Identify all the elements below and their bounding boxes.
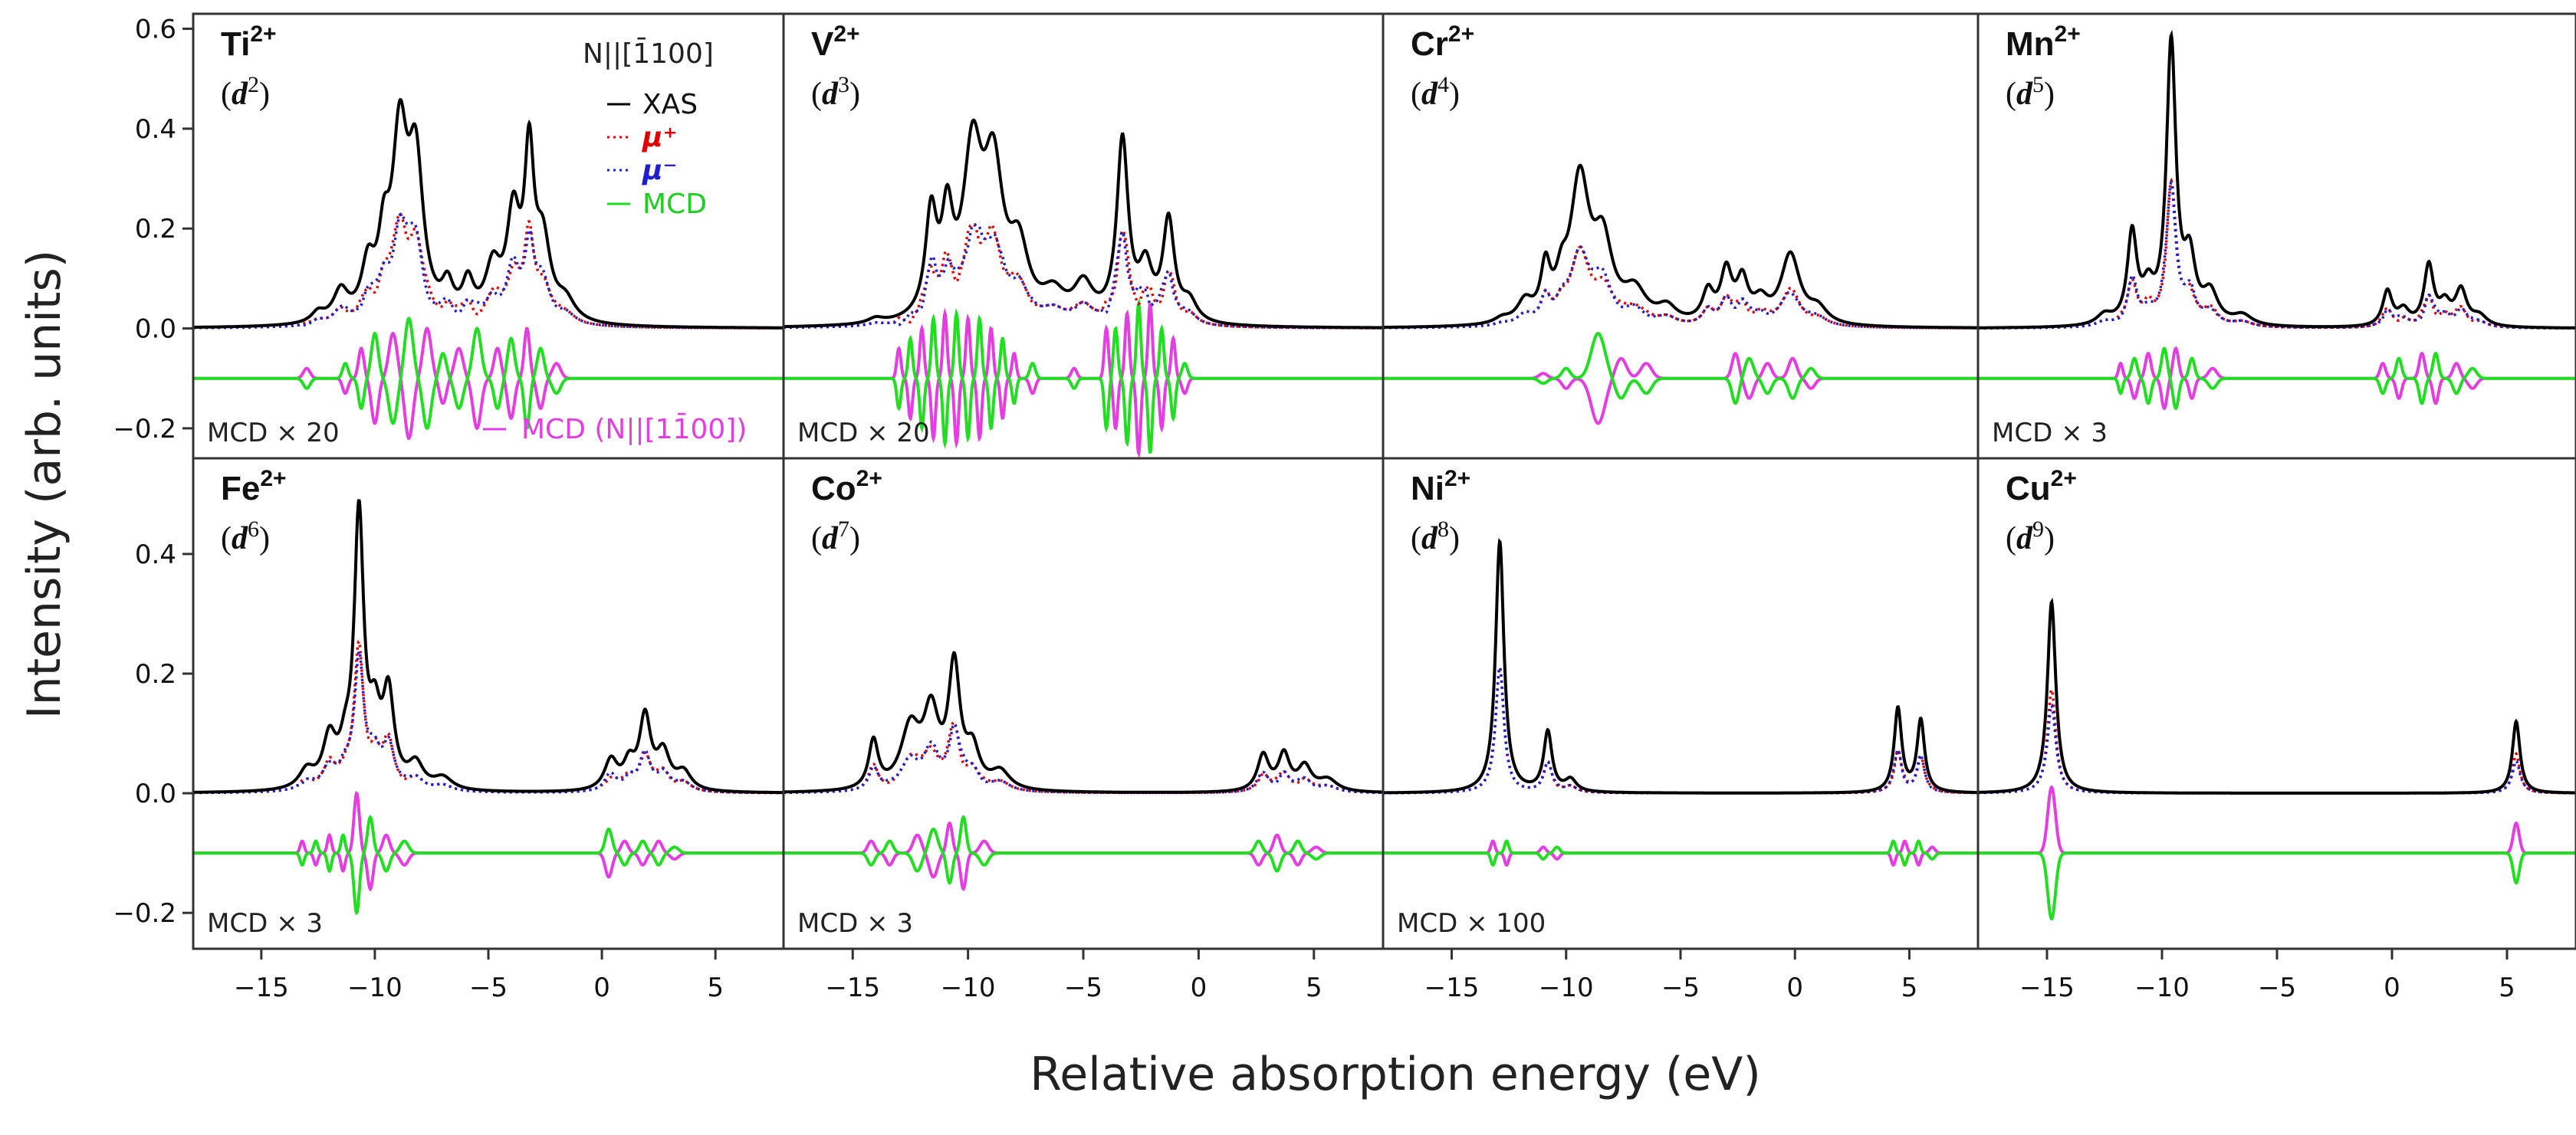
mcd-line — [1978, 346, 2576, 411]
x-tick-label: 0 — [2384, 973, 2400, 1003]
y-tick-label: 0.4 — [135, 114, 176, 145]
y-tick-label: 0.6 — [135, 15, 176, 45]
xas-line — [1383, 163, 1978, 330]
legend-mu-minus-label: μ⁻ — [642, 155, 678, 186]
legend-mcd-label: MCD — [642, 189, 707, 220]
mcd-line — [1978, 851, 2576, 921]
configuration-label: (d7) — [811, 517, 860, 556]
y-tick-label: 0.4 — [135, 540, 176, 570]
configuration-label: (d4) — [1411, 72, 1460, 112]
legend-title: N||[1̄100] — [583, 37, 714, 70]
x-axis-title: Relative absorption energy (eV) — [1030, 1048, 1761, 1101]
mcd-line — [784, 297, 1383, 454]
y-tick-label: −0.2 — [113, 414, 176, 444]
xas-line — [1978, 597, 2576, 795]
x-tick-label: 5 — [2499, 973, 2515, 1003]
mu-minus-line — [1978, 180, 2576, 330]
configuration-label: (d3) — [811, 72, 860, 112]
xas-line — [784, 118, 1383, 330]
mcd-line — [193, 814, 784, 915]
plot-area — [784, 118, 1383, 458]
configuration-label: (d5) — [2006, 72, 2055, 112]
xas-line — [1978, 29, 2576, 330]
ion-label: Cr2+ — [1411, 21, 1474, 63]
plot-area — [193, 97, 784, 440]
x-tick-label: −5 — [1661, 973, 1700, 1003]
x-tick-label: 0 — [593, 973, 610, 1003]
plot-area — [193, 499, 784, 915]
mcd-scale-label: MCD × 3 — [207, 908, 323, 939]
ion-label: V2+ — [811, 21, 860, 63]
mcd-scale-label: MCD × 100 — [1397, 908, 1546, 939]
x-tick-label: −10 — [1539, 973, 1594, 1003]
x-tick-label: −15 — [2019, 973, 2075, 1003]
mcd-line — [1383, 332, 1978, 405]
configuration-label: (d6) — [221, 517, 270, 556]
mu-plus-line — [1383, 665, 1978, 795]
plot-area — [1383, 163, 1978, 425]
mu-plus-line — [784, 720, 1383, 795]
mcd-line — [784, 815, 1383, 885]
xas-line — [193, 97, 784, 330]
x-tick-label: −10 — [2134, 973, 2190, 1003]
y-tick-label: 0.0 — [135, 779, 176, 809]
x-tick-label: −10 — [347, 973, 402, 1003]
mcd-scale-label: MCD × 3 — [797, 908, 913, 939]
x-tick-label: 0 — [1191, 973, 1208, 1003]
mcd-line — [1383, 838, 1978, 867]
plot-area — [784, 651, 1383, 892]
x-tick-label: 0 — [1786, 973, 1803, 1003]
x-tick-label: −5 — [2258, 973, 2296, 1003]
configuration-label: (d9) — [2006, 517, 2055, 556]
mu-minus-line — [193, 649, 784, 795]
mcd-scale-label: MCD × 20 — [207, 418, 340, 448]
panel-cu: Cu2+(d9) — [1976, 457, 2576, 950]
x-tick-label: −15 — [1424, 973, 1480, 1003]
panel-ni: Ni2+(d8)MCD × 100 — [1382, 457, 1980, 950]
panel-co: Co2+ (d7) MCD × 3 — [782, 457, 1385, 950]
legend-mcd-alt-label: MCD (N||[11̄00]) — [521, 412, 747, 445]
x-tick-label: 5 — [1306, 973, 1322, 1003]
configuration-label: (d8) — [1411, 517, 1460, 556]
y-tick-label: 0.2 — [135, 214, 176, 244]
x-tick-label: −15 — [234, 973, 289, 1003]
x-tick-label: −10 — [941, 973, 996, 1003]
shared-axes: 0.6 0.4 0.2 0.0 −0.2 0.4 0.2 0.0 −0.2 −15 −10 −5 0 5 −… — [113, 15, 2515, 1003]
panel-grid: Ti2+ (d2) MCD × 20 V2+ (d3) MCD × 20 Cr2+ (d4) M… — [192, 12, 2576, 950]
plot-area — [1978, 29, 2576, 411]
xas-line — [193, 499, 784, 795]
legend-mu-plus-label: μ⁺ — [642, 122, 678, 153]
xas-line — [1383, 537, 1978, 795]
x-tick-label: 5 — [707, 973, 724, 1003]
xas-line — [784, 651, 1383, 794]
panel-fe: Fe2+ (d6) MCD × 3 — [192, 457, 785, 950]
y-axis-title: Intensity (arb. units) — [18, 250, 71, 719]
legend: N||[1̄100] XAS μ⁺ μ⁻ MCD MCD (N||[11̄00]… — [483, 37, 747, 445]
mcd-scale-label: MCD × 20 — [797, 418, 930, 448]
x-tick-label: −5 — [1064, 973, 1102, 1003]
y-tick-label: 0.0 — [135, 314, 176, 345]
configuration-label: (d2) — [221, 72, 270, 112]
ion-label: Ti2+ — [221, 21, 277, 63]
plot-area — [1978, 597, 2576, 921]
x-tick-label: 5 — [1901, 973, 1918, 1003]
y-tick-label: 0.2 — [135, 659, 176, 690]
x-tick-label: −15 — [825, 973, 880, 1003]
y-tick-label: −0.2 — [113, 898, 176, 929]
ion-label: Co2+ — [811, 466, 882, 507]
mcd-line — [193, 317, 784, 430]
legend-xas-label: XAS — [642, 89, 698, 120]
plot-area — [1383, 537, 1978, 868]
mcd-scale-label: MCD × 3 — [1992, 418, 2108, 448]
ion-label: Fe2+ — [221, 466, 287, 507]
x-tick-label: −5 — [469, 973, 508, 1003]
